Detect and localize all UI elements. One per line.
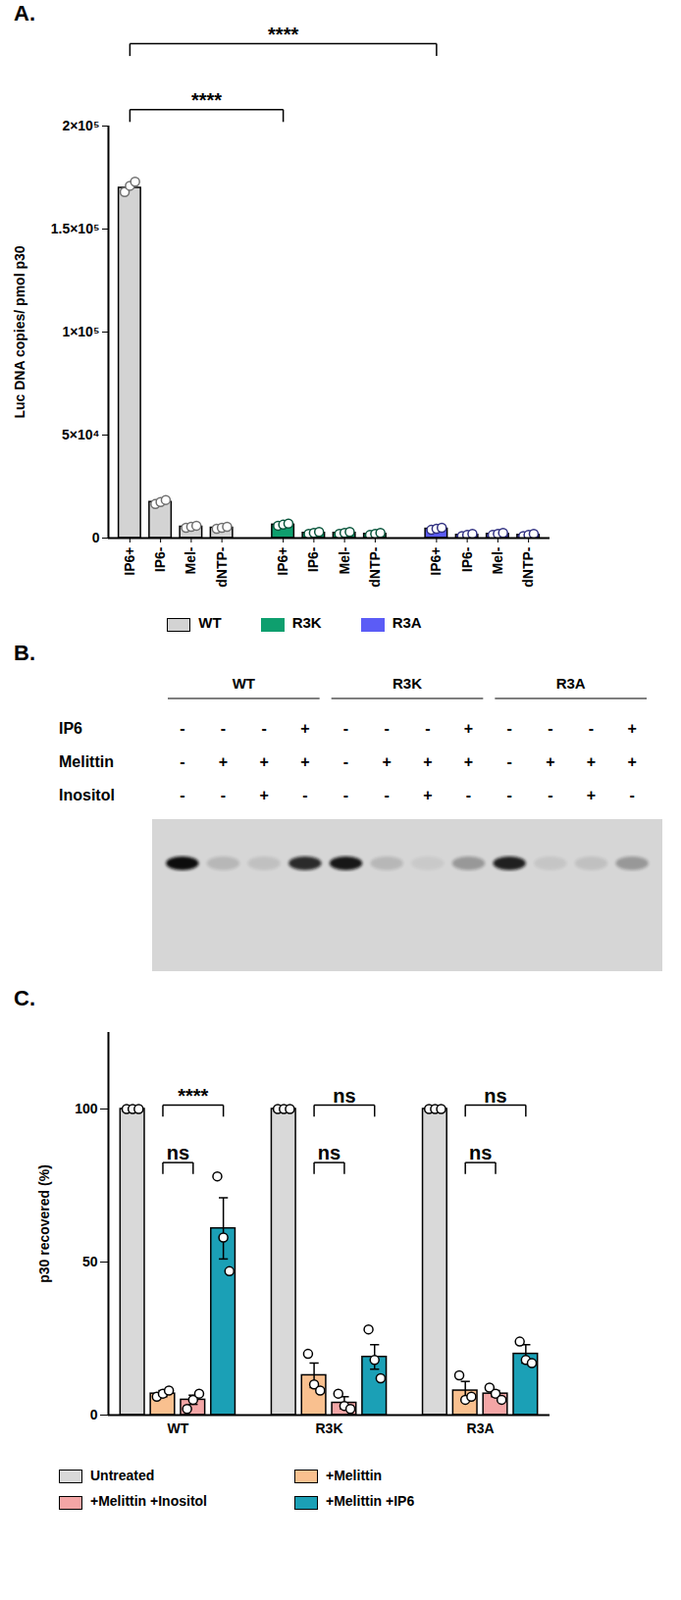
svg-text:-: - bbox=[220, 720, 226, 737]
svg-text:1.5×10⁵: 1.5×10⁵ bbox=[51, 220, 101, 237]
svg-text:R3A: R3A bbox=[467, 1420, 495, 1437]
svg-text:1×10⁵: 1×10⁵ bbox=[61, 323, 100, 340]
svg-text:+: + bbox=[259, 753, 268, 771]
svg-text:-: - bbox=[343, 720, 349, 737]
svg-text:-: - bbox=[220, 786, 226, 804]
svg-text:-: - bbox=[547, 720, 553, 737]
svg-text:-: - bbox=[179, 753, 185, 771]
html-text:B.: B. bbox=[13, 640, 36, 666]
svg-text:+: + bbox=[464, 753, 473, 771]
svg-text:****: **** bbox=[177, 1085, 209, 1107]
svg-text:IP6-: IP6- bbox=[459, 546, 475, 573]
svg-text:R3A: R3A bbox=[556, 675, 586, 692]
svg-text:+: + bbox=[627, 720, 636, 737]
svg-text:ns: ns bbox=[332, 1085, 356, 1107]
svg-text:IP6+: IP6+ bbox=[274, 547, 291, 577]
svg-text:2×10⁵: 2×10⁵ bbox=[61, 117, 100, 134]
svg-text:-: - bbox=[507, 720, 513, 737]
html-text:R3K: R3K bbox=[292, 614, 322, 632]
svg-text:R3K: R3K bbox=[314, 1420, 343, 1437]
svg-text:Melittin: Melittin bbox=[58, 753, 114, 771]
html-text:A.: A. bbox=[13, 0, 36, 26]
svg-text:-: - bbox=[466, 786, 472, 804]
svg-text:+: + bbox=[259, 786, 268, 804]
svg-text:Mel-: Mel- bbox=[336, 546, 353, 575]
svg-text:p30 recovered (%): p30 recovered (%) bbox=[36, 1164, 53, 1284]
svg-text:R3K: R3K bbox=[392, 675, 422, 692]
svg-text:-: - bbox=[302, 786, 308, 804]
svg-text:****: **** bbox=[267, 23, 299, 46]
svg-text:-: - bbox=[507, 753, 513, 771]
svg-text:Inositol: Inositol bbox=[58, 786, 115, 804]
svg-text:+: + bbox=[381, 753, 391, 771]
svg-text:+: + bbox=[300, 753, 310, 771]
svg-text:+: + bbox=[300, 720, 310, 737]
html-text:R3A: R3A bbox=[392, 614, 422, 632]
svg-text:Mel-: Mel- bbox=[182, 546, 199, 575]
svg-text:Mel-: Mel- bbox=[489, 546, 506, 575]
svg-text:+: + bbox=[586, 753, 596, 771]
svg-text:ns: ns bbox=[469, 1142, 492, 1164]
svg-text:ns: ns bbox=[166, 1142, 190, 1164]
svg-text:-: - bbox=[179, 786, 185, 804]
svg-text:-: - bbox=[343, 786, 349, 804]
svg-text:-: - bbox=[588, 720, 594, 737]
svg-text:IP6+: IP6+ bbox=[121, 547, 138, 577]
svg-text:+: + bbox=[586, 786, 596, 804]
html-text:Untreated: Untreated bbox=[90, 1467, 155, 1484]
svg-text:IP6-: IP6- bbox=[305, 546, 321, 573]
svg-text:+: + bbox=[422, 786, 432, 804]
svg-text:0: 0 bbox=[92, 529, 101, 546]
svg-text:-: - bbox=[384, 720, 390, 737]
svg-text:WT: WT bbox=[167, 1420, 190, 1437]
svg-text:+: + bbox=[545, 753, 555, 771]
svg-text:-: - bbox=[547, 786, 553, 804]
svg-text:+: + bbox=[218, 753, 228, 771]
svg-text:ns: ns bbox=[483, 1085, 507, 1107]
svg-text:dNTP-: dNTP- bbox=[520, 546, 536, 588]
svg-text:-: - bbox=[629, 786, 635, 804]
svg-text:IP6+: IP6+ bbox=[427, 547, 444, 577]
html-text:C.: C. bbox=[13, 986, 36, 1011]
svg-text:-: - bbox=[384, 786, 390, 804]
svg-text:-: - bbox=[424, 720, 430, 737]
svg-text:IP6: IP6 bbox=[58, 720, 83, 737]
svg-text:-: - bbox=[261, 720, 267, 737]
svg-text:50: 50 bbox=[82, 1254, 99, 1270]
html-text:+Melittin: +Melittin bbox=[325, 1467, 382, 1484]
html-text:+Melittin +Inositol: +Melittin +Inositol bbox=[90, 1493, 208, 1510]
svg-text:-: - bbox=[179, 720, 185, 737]
svg-text:+: + bbox=[627, 753, 636, 771]
svg-text:ns: ns bbox=[317, 1142, 341, 1164]
html-text:WT: WT bbox=[198, 614, 222, 632]
svg-text:WT: WT bbox=[232, 675, 256, 692]
svg-text:5×10⁴: 5×10⁴ bbox=[61, 426, 101, 443]
svg-text:+: + bbox=[464, 720, 473, 737]
svg-text:dNTP-: dNTP- bbox=[213, 546, 230, 588]
svg-text:0: 0 bbox=[90, 1407, 99, 1423]
svg-text:-: - bbox=[343, 753, 349, 771]
svg-text:Luc DNA copies/ pmol p30: Luc DNA copies/ pmol p30 bbox=[11, 245, 28, 419]
svg-text:dNTP-: dNTP- bbox=[366, 546, 383, 588]
html-text:+Melittin +IP6: +Melittin +IP6 bbox=[325, 1493, 415, 1510]
svg-text:****: **** bbox=[191, 89, 222, 111]
svg-text:IP6-: IP6- bbox=[152, 546, 168, 573]
svg-text:+: + bbox=[422, 753, 432, 771]
svg-text:100: 100 bbox=[74, 1100, 99, 1117]
svg-text:-: - bbox=[507, 786, 513, 804]
